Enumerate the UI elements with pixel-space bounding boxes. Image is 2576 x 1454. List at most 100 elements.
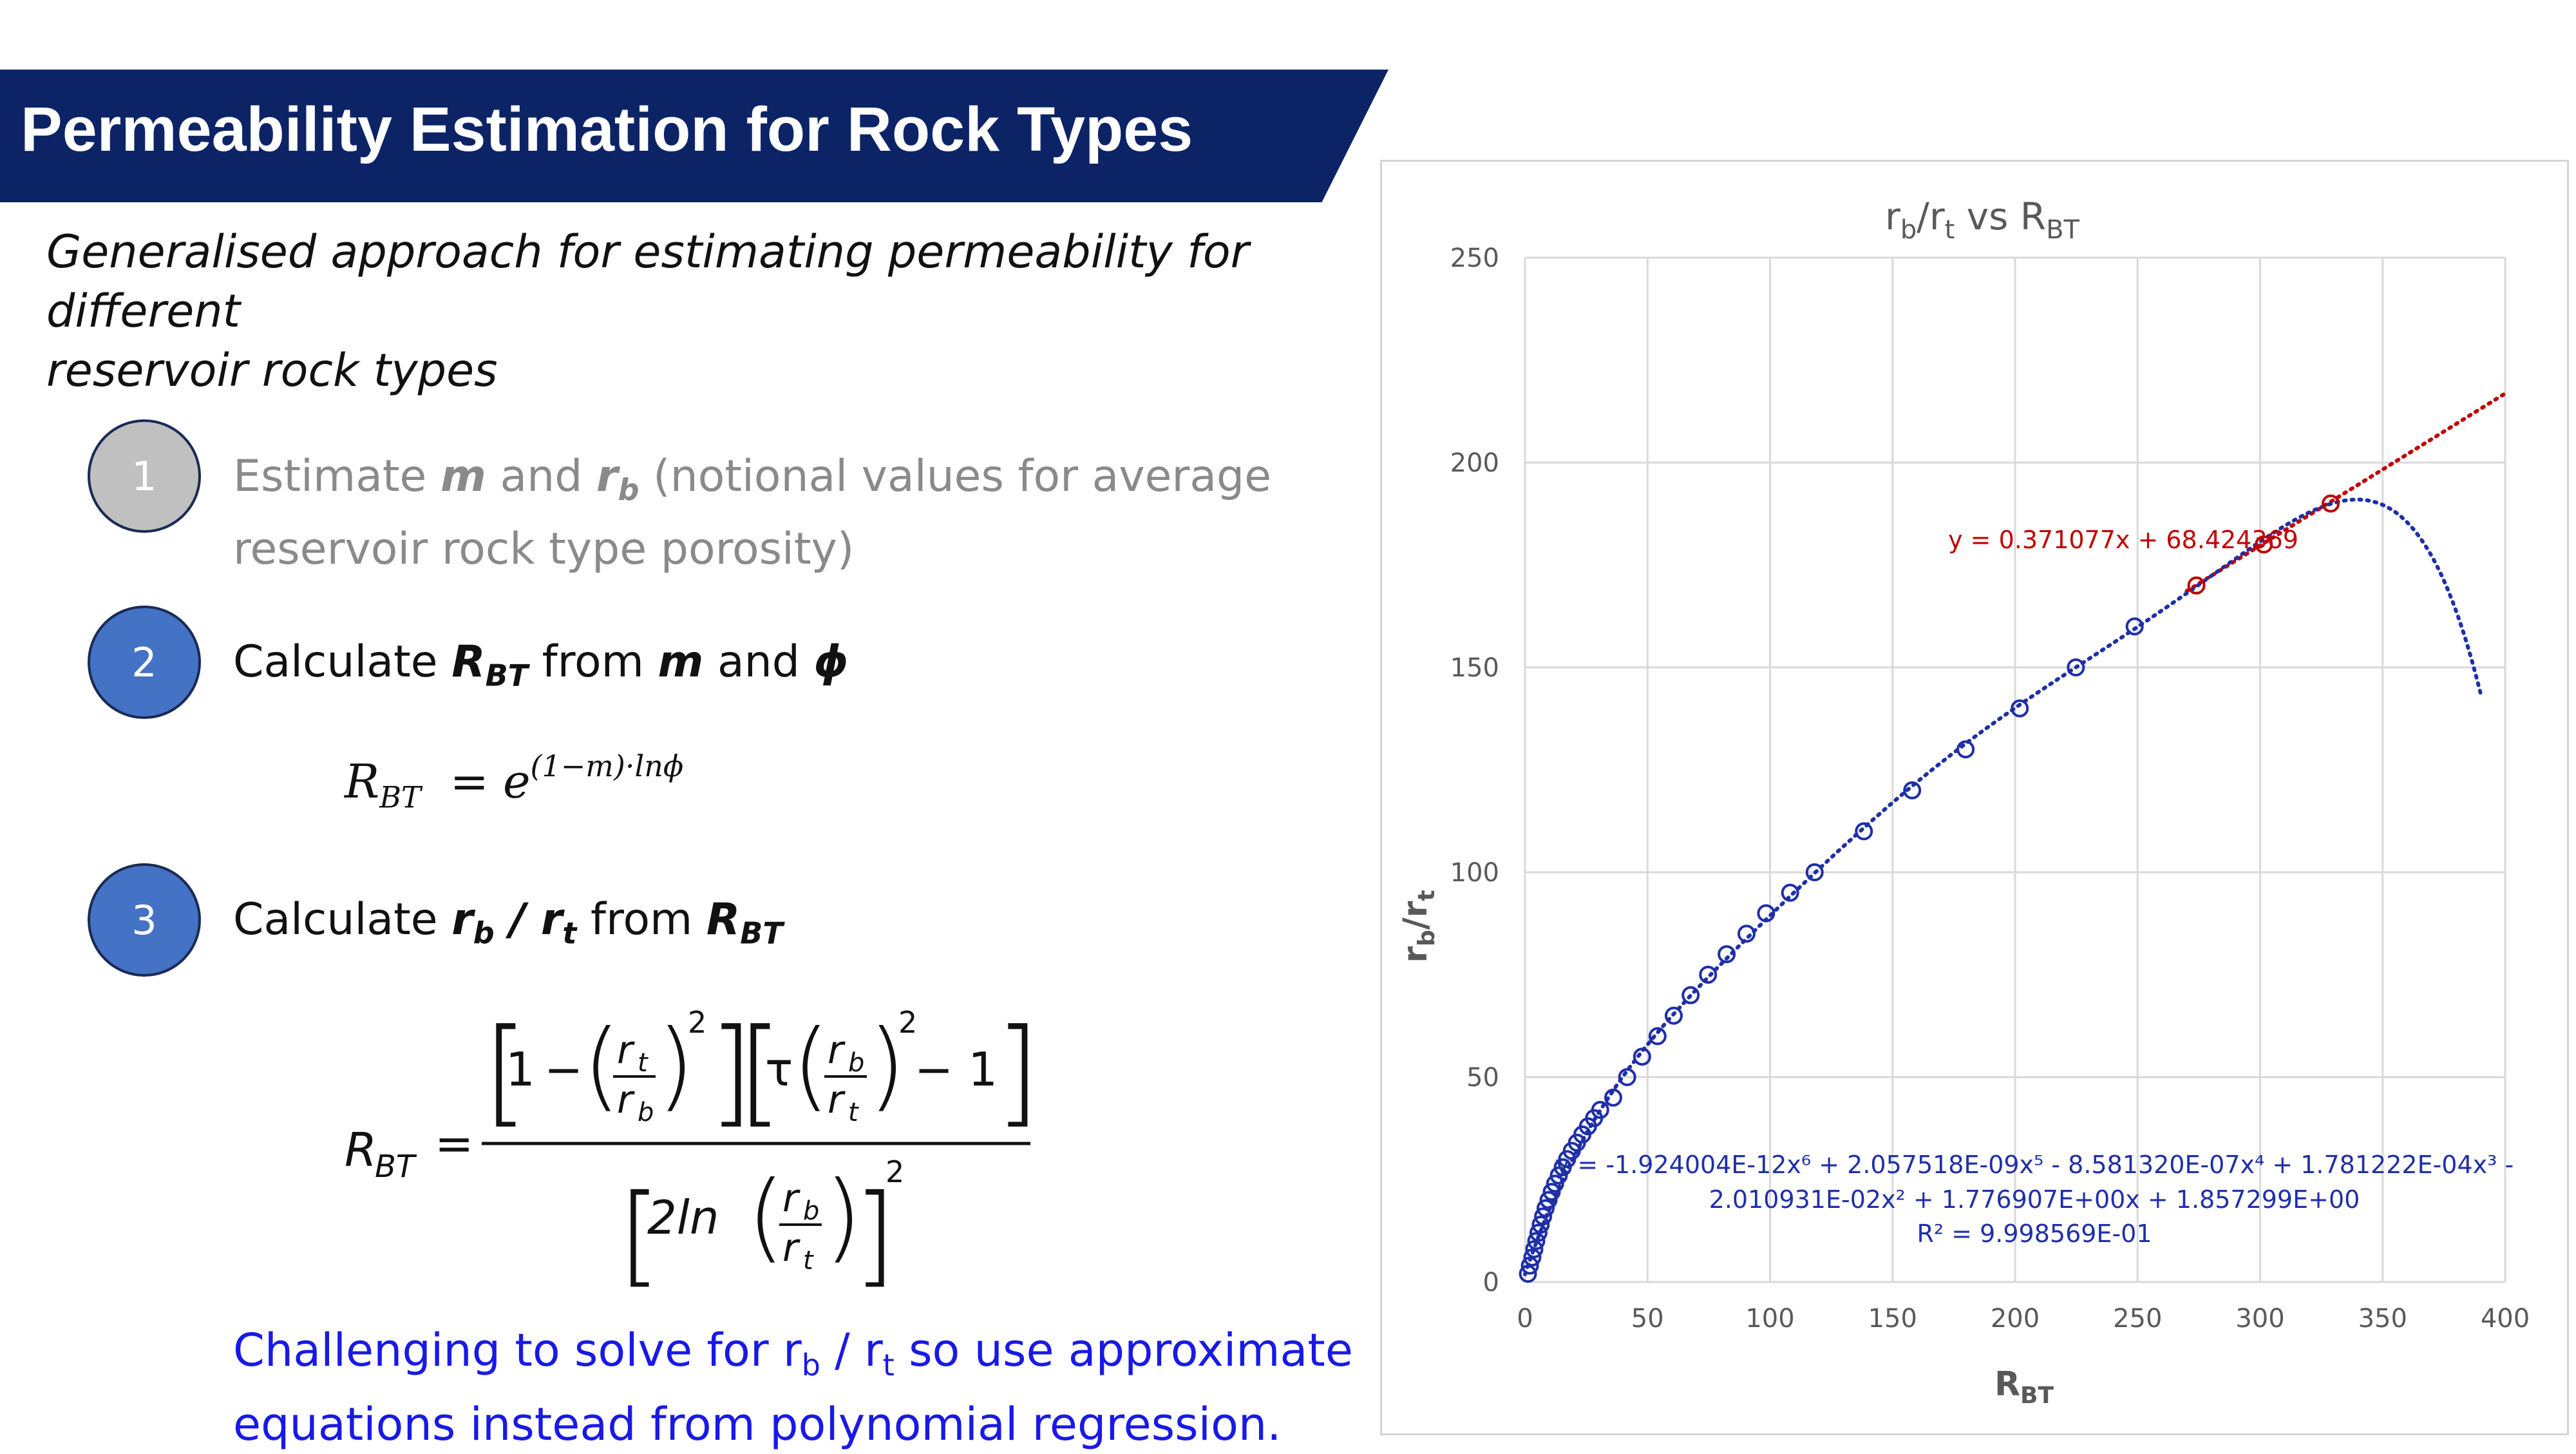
data-point [1633,1047,1651,1066]
title-banner [0,70,1388,202]
svg-text:t: t [638,1048,649,1078]
svg-text:2: 2 [898,1005,917,1040]
scatter-chart: rb/rt vs RBT 0 50 100 150 200 250 0 50 100 150 20… [1396,195,2530,1409]
svg-text:): ) [657,1009,695,1122]
svg-text:(: ( [747,1161,785,1273]
svg-text:]: ] [853,1171,896,1292]
svg-text:=: = [435,1116,473,1171]
svg-text:2ln: 2ln [647,1191,719,1245]
regression-note: Challenging to solve for rb / rt so use … [233,1324,1353,1451]
y-axis-label: rb/rt [1396,890,1440,962]
x-tick-label: 100 [1745,1304,1794,1334]
data-point [1527,1232,1546,1250]
svg-text:[: [ [737,1004,782,1139]
svg-text:1: 1 [506,1042,535,1096]
svg-text:b: b [638,1098,654,1127]
svg-text:t: t [803,1246,814,1276]
svg-text:b: b [848,1048,864,1078]
y-tick-label: 100 [1450,858,1499,888]
svg-text:−: − [544,1042,583,1096]
linear-trend-equation: y = 0.371077x + 68.424369 [1948,526,2298,554]
x-tick-label: 200 [1991,1304,2040,1334]
data-point [1903,781,1922,799]
data-point [1737,924,1756,943]
x-tick-labels: 0 50 100 150 200 250 300 350 400 [1517,1304,2530,1334]
chart-title: rb/rt vs RBT [1885,195,2079,245]
x-tick-label: 50 [1631,1304,1664,1334]
svg-text:]: ] [995,1004,1040,1139]
data-point [1757,904,1776,923]
y-tick-label: 150 [1450,653,1499,683]
svg-text:]: ] [708,1004,753,1139]
data-point [1531,1215,1550,1234]
data-point [2255,535,2273,554]
svg-text:): ) [868,1009,906,1122]
data-point [1520,1256,1539,1275]
data-point [2125,617,2144,636]
svg-text:r: r [782,1225,800,1270]
x-tick-label: 300 [2235,1304,2284,1334]
equation-rbt-exponential: RBT = e(1−m)·lnϕ [345,749,684,815]
step-1-badge: 1 [88,419,201,533]
data-point [1525,1240,1544,1259]
y-tick-label: 250 [1450,244,1499,273]
data-point [1805,863,1824,881]
svg-text:r: r [782,1176,800,1221]
x-tick-label: 400 [2481,1304,2530,1334]
poly-trend-equation-line2: 2.010931E-02x² + 1.776907E+00x + 1.85729… [1709,1185,2360,1214]
step-2-badge: 2 [88,606,201,719]
svg-text:(: ( [583,1009,621,1122]
svg-text:R: R [345,1123,377,1177]
step-3-text: Calculate rb / rt from RBT [233,894,783,951]
svg-text:b: b [803,1196,819,1226]
data-point [1618,1068,1636,1086]
svg-text:r: r [617,1077,635,1122]
data-point [1529,1223,1548,1242]
y-tick-label: 50 [1466,1063,1499,1093]
subtitle: Generalised approach for estimating perm… [46,222,1334,400]
data-point [1519,1265,1537,1283]
equation-rbt-fraction: R BT = [ 1 − ( r t r b ) 2 ] [ τ ( r b r… [345,1004,1040,1292]
data-point [1549,1166,1568,1185]
svg-text:t: t [848,1098,859,1127]
trendlines [1523,391,2507,1277]
data-point [1534,1207,1553,1226]
svg-text:BT: BT [375,1149,417,1185]
poly-trend-equation-line1: y = -1.924004E-12x⁶ + 2.057518E-09x⁵ - 8… [1555,1151,2514,1179]
data-point [1956,740,1975,759]
data-point [1718,945,1736,964]
data-point [1542,1183,1561,1201]
data-point [1855,822,1873,841]
data-point [1664,1006,1683,1025]
data-point [1536,1199,1555,1218]
x-axis-label: RBT [1994,1365,2054,1409]
data-point [1591,1100,1609,1119]
data-point [1539,1191,1558,1209]
data-points [1519,494,2340,1283]
step-1-text: Estimate m and rb (notional values for a… [233,451,1272,575]
x-tick-label: 350 [2358,1304,2407,1334]
y-tick-label: 0 [1483,1268,1499,1297]
svg-text:(: ( [792,1009,830,1122]
data-point [2011,699,2029,718]
svg-text:[: [ [618,1171,661,1292]
linear-trendline [2184,391,2507,593]
data-point [2322,494,2340,513]
svg-text:− 1: − 1 [914,1042,998,1096]
poly-trend-r2: R² = 9.998569E-01 [1917,1220,2152,1248]
data-point [1546,1174,1564,1193]
data-point [1604,1088,1622,1107]
polynomial-trendline [1523,497,2483,1277]
subtitle-line1: Generalised approach for estimating perm… [46,225,1249,338]
svg-text:[: [ [483,1004,528,1139]
x-tick-label: 150 [1868,1304,1917,1334]
y-tick-label: 200 [1450,448,1499,478]
x-tick-label: 0 [1517,1304,1533,1334]
data-point [2187,576,2206,595]
data-point [1699,966,1718,984]
data-point [2067,658,2085,676]
svg-text:τ: τ [765,1042,793,1096]
step-2-text: Calculate RBT from m and ϕ [233,636,849,693]
svg-text:): ) [824,1161,862,1273]
y-tick-labels: 0 50 100 150 200 250 [1450,244,1499,1297]
